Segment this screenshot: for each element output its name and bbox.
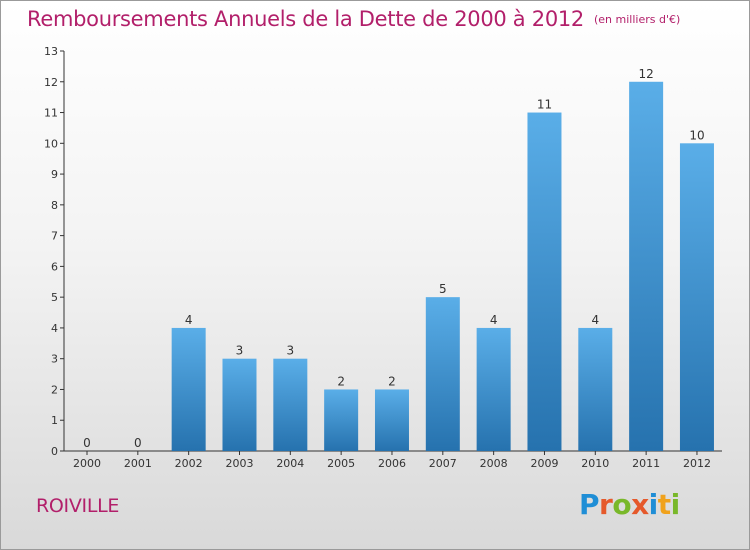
y-tick-label: 5 xyxy=(51,291,58,304)
data-label: 12 xyxy=(638,67,653,81)
data-label: 0 xyxy=(134,436,142,450)
y-tick-label: 13 xyxy=(44,45,58,58)
x-tick-label: 2004 xyxy=(276,457,304,470)
data-label: 4 xyxy=(185,313,193,327)
bars xyxy=(171,81,714,452)
y-tick-label: 7 xyxy=(51,230,58,243)
x-tick-label: 2000 xyxy=(73,457,101,470)
bar xyxy=(527,112,562,452)
x-tick-label: 2009 xyxy=(530,457,558,470)
bar xyxy=(476,327,511,451)
chart-unit: (en milliers d'€) xyxy=(594,13,681,26)
logo-letter: x xyxy=(631,488,649,521)
y-tick-label: 8 xyxy=(51,199,58,212)
x-tick-label: 2002 xyxy=(175,457,203,470)
bar xyxy=(374,389,409,451)
y-tick-label: 6 xyxy=(51,260,58,273)
chart-title: Remboursements Annuels de la Dette de 20… xyxy=(27,7,680,31)
logo-letter: P xyxy=(579,488,600,521)
chart-title-text: Remboursements Annuels de la Dette de 20… xyxy=(27,7,584,31)
data-label: 0 xyxy=(83,436,91,450)
y-tick-label: 9 xyxy=(51,168,58,181)
x-tick-label: 2011 xyxy=(632,457,660,470)
data-label: 5 xyxy=(439,282,447,296)
data-label: 11 xyxy=(537,98,552,112)
bar xyxy=(679,143,714,452)
bar xyxy=(222,358,257,451)
data-label: 3 xyxy=(236,344,244,358)
x-tick-label: 2010 xyxy=(581,457,609,470)
proxiti-logo: Proxiti xyxy=(579,488,680,521)
y-tick-label: 10 xyxy=(44,137,58,150)
data-label: 10 xyxy=(689,128,704,142)
logo-letter: r xyxy=(599,488,613,521)
x-tick-label: 2006 xyxy=(378,457,406,470)
logo-letter: i xyxy=(648,488,659,521)
y-tick-label: 11 xyxy=(44,107,58,120)
y-tick-label: 2 xyxy=(51,383,58,396)
y-tick-label: 4 xyxy=(51,322,58,335)
x-tick-label: 2012 xyxy=(683,457,711,470)
y-tick-label: 3 xyxy=(51,353,58,366)
data-label: 2 xyxy=(388,374,396,388)
x-tick-label: 2007 xyxy=(429,457,457,470)
logo-letter: o xyxy=(612,488,632,521)
y-tick-label: 0 xyxy=(51,445,58,458)
y-tick-label: 1 xyxy=(51,414,58,427)
data-label: 2 xyxy=(337,374,345,388)
x-tick-label: 2001 xyxy=(124,457,152,470)
logo-letter: t xyxy=(657,488,671,521)
value-labels: 0 0 4 3 3 2 2 5 4 11 4 12 10 xyxy=(83,67,704,450)
bar xyxy=(425,297,460,451)
bar xyxy=(629,81,664,452)
logo-letter: i xyxy=(670,488,681,521)
location-name: ROIVILLE xyxy=(36,495,120,517)
data-label: 4 xyxy=(490,313,498,327)
data-label: 3 xyxy=(286,344,294,358)
data-label: 4 xyxy=(591,313,599,327)
bar xyxy=(273,358,308,451)
x-tick-label: 2008 xyxy=(480,457,508,470)
bar xyxy=(324,389,359,451)
y-tick-label: 12 xyxy=(44,76,58,89)
bar xyxy=(578,327,613,451)
x-tick-label: 2005 xyxy=(327,457,355,470)
x-tick-label: 2003 xyxy=(225,457,253,470)
bar xyxy=(171,327,206,451)
